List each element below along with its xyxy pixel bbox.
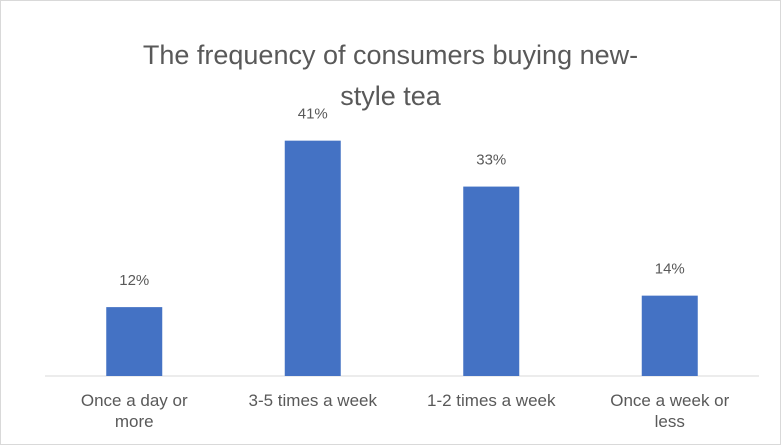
bar-3 <box>463 186 520 376</box>
bar-1 <box>106 307 163 376</box>
bar-4 <box>641 295 698 376</box>
bar-2 <box>284 140 341 376</box>
category-label-4-line-1: Once a week or <box>610 391 729 410</box>
category-label-4-line-2: less <box>655 412 685 431</box>
data-label-4: 14% <box>655 261 685 278</box>
data-label-1: 12% <box>119 272 149 289</box>
category-label-3-line-1: 1-2 times a week <box>427 391 556 410</box>
chart-title-line-2: style tea <box>340 81 441 111</box>
category-label-1-line-2: more <box>115 412 154 431</box>
data-label-2: 41% <box>298 106 328 123</box>
chart-title: The frequency of consumers buying new- s… <box>1 35 780 117</box>
category-label-1-line-1: Once a day or <box>81 391 188 410</box>
category-label-2-line-1: 3-5 times a week <box>249 391 378 410</box>
chart-title-line-1: The frequency of consumers buying new- <box>142 40 639 70</box>
data-label-3: 33% <box>476 152 506 169</box>
